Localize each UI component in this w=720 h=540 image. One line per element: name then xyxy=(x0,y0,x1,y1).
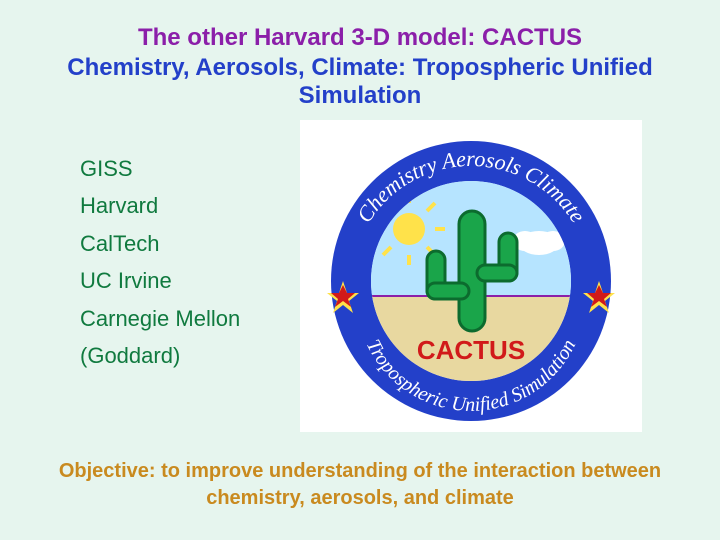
list-item: Harvard xyxy=(80,187,240,224)
list-item: Carnegie Mellon xyxy=(80,300,240,337)
title-block: The other Harvard 3-D model: CACTUS Chem… xyxy=(40,24,680,110)
cactus-logo: Chemistry Aerosols Climate Tropospheric … xyxy=(300,120,642,432)
slide: The other Harvard 3-D model: CACTUS Chem… xyxy=(0,0,720,540)
objective-text: Objective: to improve understanding of t… xyxy=(40,458,680,512)
title-line1: The other Harvard 3-D model: CACTUS xyxy=(40,24,680,52)
list-item: GISS xyxy=(80,150,240,187)
title-line2: Chemistry, Aerosols, Climate: Tropospher… xyxy=(40,54,680,110)
list-item: UC Irvine xyxy=(80,262,240,299)
brand-text: CACTUS xyxy=(417,335,525,365)
list-item: CalTech xyxy=(80,225,240,262)
list-item: (Goddard) xyxy=(80,337,240,374)
institutions-list: GISS Harvard CalTech UC Irvine Carnegie … xyxy=(80,150,240,374)
